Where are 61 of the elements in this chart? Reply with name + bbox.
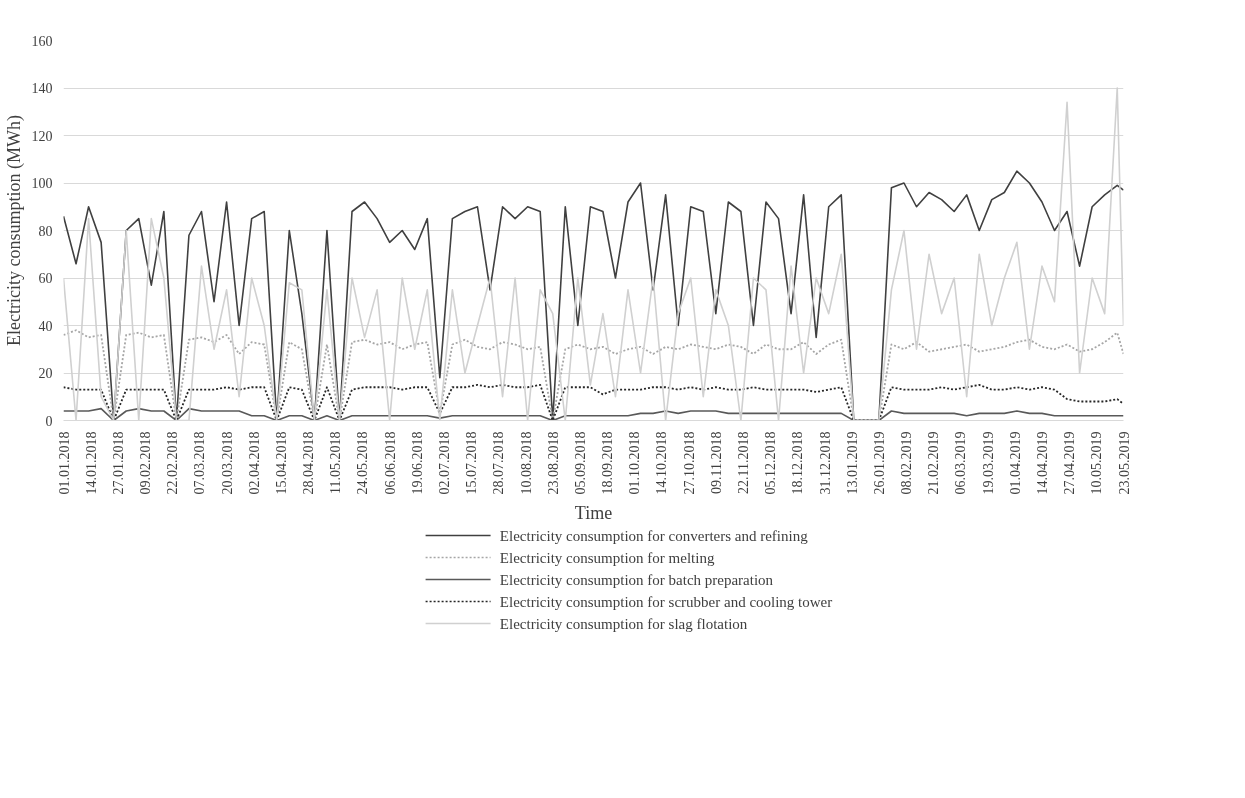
x-tick-label: 19.03.2019	[980, 431, 996, 495]
x-tick-label: 09.11.2018	[708, 431, 724, 494]
x-tick-label: 31.12.2018	[817, 431, 833, 495]
x-tick-label: 18.09.2018	[600, 431, 616, 495]
x-tick-label: 14.04.2019	[1034, 431, 1050, 495]
y-tick-label: 100	[31, 176, 53, 191]
x-tick-label: 27.01.2018	[110, 431, 126, 495]
x-tick-label: 09.02.2018	[138, 431, 154, 495]
x-tick-label: 01.10.2018	[627, 431, 643, 495]
x-tick-label: 05.09.2018	[572, 431, 588, 495]
x-tick-label: 15.04.2018	[273, 431, 289, 495]
x-tick-label: 27.10.2018	[681, 431, 697, 495]
x-tick-label: 01.01.2018	[56, 431, 72, 495]
x-tick-label: 24.05.2018	[355, 431, 371, 495]
line-series	[63, 407, 1124, 421]
legend-label: Electricity consumption for melting	[499, 549, 715, 566]
legend-label: Electricity consumption for slag flotation	[499, 615, 748, 632]
line-series	[63, 383, 1124, 421]
y-tick-label: 160	[31, 33, 53, 49]
line-series	[63, 170, 1124, 421]
x-tick-label: 13.01.2019	[844, 431, 860, 495]
x-tick-label: 08.02.2019	[899, 431, 915, 495]
y-tick-label: 40	[38, 318, 53, 334]
x-tick-label: 10.08.2018	[518, 431, 534, 495]
x-tick-label: 22.02.2018	[165, 431, 181, 495]
x-tick-label: 22.11.2018	[735, 431, 751, 494]
x-tick-label: 26.01.2019	[871, 431, 887, 495]
legend-label: Electricity consumption for batch preparation	[499, 571, 774, 588]
legend-label: Electricity consumption for converters and refining	[499, 527, 809, 544]
x-tick-label: 05.12.2018	[763, 431, 779, 495]
x-tick-label: 27.04.2019	[1062, 431, 1078, 495]
x-tick-label: 01.04.2019	[1007, 431, 1023, 495]
x-axis-title: Time	[574, 502, 613, 523]
y-axis-title: Electricity consumption (MWh)	[3, 115, 25, 346]
x-tick-label: 02.04.2018	[246, 431, 262, 495]
x-tick-label: 23.08.2018	[545, 431, 561, 495]
x-tick-label: 15.07.2018	[464, 431, 480, 495]
y-tick-label: 120	[31, 128, 53, 144]
x-tick-label: 02.07.2018	[437, 431, 453, 495]
y-tick-label: 0	[45, 413, 53, 429]
y-tick-label: 80	[38, 223, 53, 239]
x-tick-label: 18.12.2018	[790, 431, 806, 495]
legend-label: Electricity consumption for scrubber and cooling tower	[499, 593, 833, 610]
x-tick-label: 11.05.2018	[328, 431, 344, 494]
line-series	[63, 329, 1124, 421]
x-tick-label: 06.03.2019	[953, 431, 969, 495]
line-series	[63, 87, 1124, 421]
y-tick-label: 20	[38, 366, 53, 381]
x-tick-label: 28.04.2018	[301, 431, 317, 495]
x-tick-label: 14.10.2018	[654, 431, 670, 495]
y-tick-label: 140	[31, 81, 53, 96]
x-tick-label: 14.01.2018	[83, 431, 99, 495]
x-tick-label: 28.07.2018	[491, 431, 507, 495]
x-tick-label: 10.05.2019	[1089, 431, 1105, 495]
x-tick-label: 23.05.2019	[1116, 431, 1132, 495]
y-tick-label: 60	[38, 271, 53, 286]
x-tick-label: 19.06.2018	[409, 431, 425, 495]
x-tick-label: 20.03.2018	[219, 431, 235, 495]
x-tick-label: 21.02.2019	[926, 431, 942, 495]
x-tick-label: 06.06.2018	[382, 431, 398, 495]
x-tick-label: 07.03.2018	[192, 431, 208, 495]
